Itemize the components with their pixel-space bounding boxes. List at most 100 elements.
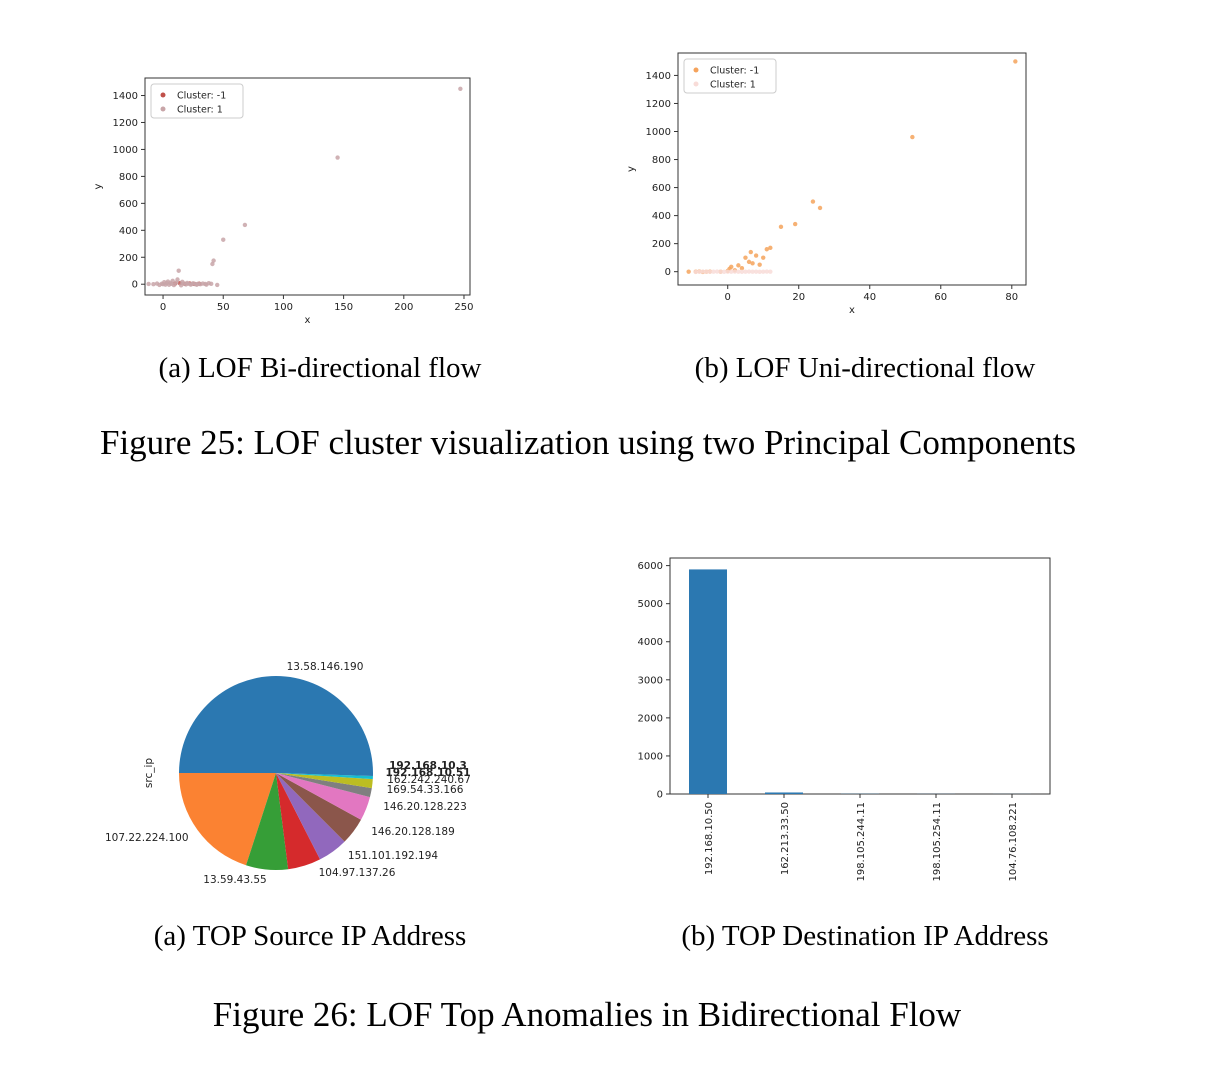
- fig25b-series1-point: [746, 269, 752, 274]
- figure-26-caption: Figure 26: LOF Top Anomalies in Bidirect…: [212, 995, 962, 1034]
- bar-y-tick-label: 1000: [638, 751, 663, 762]
- pie-slice-label-0: 13.58.146.190: [287, 661, 364, 673]
- fig25a-x-tick-label: 100: [274, 302, 293, 313]
- fig25b-series1-point: [736, 269, 741, 274]
- fig26b-caption: (b) TOP Destination IP Address: [681, 920, 1049, 952]
- pie-slice-10: [276, 773, 373, 777]
- fig25b-x-tick-label: 40: [863, 292, 876, 303]
- bar-category-label-1: 162.213.33.50: [780, 802, 791, 875]
- fig25b-y-tick-label: 1400: [646, 71, 671, 82]
- fig25b-series0-point: [739, 265, 745, 271]
- pie-slice-label-1: 107.22.224.100: [105, 832, 189, 844]
- fig25b-series0-point: [686, 269, 691, 274]
- pie-slice-7: [276, 773, 372, 798]
- fig26a-chart: 13.58.146.190 107.22.224.100 13.59.43.55 10…: [105, 661, 471, 886]
- fig25a-y-tick-label: 400: [119, 226, 138, 237]
- fig25a-y-tick-label: 800: [119, 172, 138, 183]
- fig25b-legend-marker-0: [693, 67, 699, 73]
- fig25b-series1-point: [761, 269, 766, 274]
- bar-1: [765, 792, 803, 794]
- bar-0: [689, 569, 727, 794]
- fig25a-series1-point: [170, 278, 175, 284]
- fig25b-y-tick-label: 400: [652, 211, 671, 222]
- fig25b-x-tick-label: 60: [934, 292, 947, 303]
- fig25b-series1-point: [732, 269, 738, 274]
- fig25b-series0-point: [817, 205, 823, 211]
- pie-slice-label-2: 13.59.43.55: [203, 874, 266, 886]
- fig25a-series1-point: [242, 222, 248, 228]
- pie-slice-label-4: 151.101.192.194: [348, 850, 438, 862]
- figure-25-caption: Figure 25: LOF cluster visualization usi…: [99, 423, 1077, 462]
- fig25b-x-tick-label: 0: [725, 292, 731, 303]
- fig25b-series0-point: [729, 264, 734, 269]
- fig25a-legend-marker-1: [160, 106, 166, 112]
- fig25b-series0-point: [748, 249, 753, 255]
- fig25b-x-axis-label: x: [849, 305, 855, 316]
- pie-slice-label-9: 192.168.10.51: [385, 767, 470, 779]
- fig25a-chart: 0 50 100 150 200 250 0 200 400 600 800 1000 1200 1400…: [93, 77, 474, 326]
- fig25a-y-tick-label: 1200: [113, 118, 138, 129]
- fig25a-legend-marker-0: [160, 92, 166, 98]
- fig25b-series1-point: [697, 269, 702, 274]
- fig25a-legend-label-0: Cluster: -1: [177, 91, 226, 102]
- fig25b-legend-label-1: Cluster: 1: [710, 80, 756, 91]
- fig25b-series0-point: [768, 245, 773, 251]
- fig25a-x-tick-label: 0: [160, 302, 166, 313]
- fig25b-series0-point: [757, 262, 762, 267]
- fig25b-series0-point: [764, 247, 769, 252]
- fig25a-x-tick-label: 50: [217, 302, 230, 313]
- bar-category-label-2: 198.105.244.11: [856, 802, 867, 882]
- fig26b-chart: 0 1000 2000 3000 4000 5000 6000 192.168.10.50 16…: [638, 557, 1051, 882]
- pie-slice-label-6: 146.20.128.223: [383, 801, 467, 813]
- pie-slice-1: [179, 773, 276, 866]
- fig25b-y-tick-label: 1200: [646, 99, 671, 110]
- fig25a-y-axis-label: y: [93, 183, 104, 189]
- fig25b-series0-point: [736, 263, 741, 268]
- bar-y-tick-label: 6000: [638, 561, 663, 572]
- pie-slice-3: [276, 773, 321, 870]
- fig25b-x-tick-label: 20: [792, 292, 805, 303]
- fig25b-series0-point: [743, 255, 748, 260]
- fig25a-y-tick-label: 200: [119, 253, 138, 264]
- fig25b-y-tick-label: 600: [652, 183, 671, 194]
- fig26a-caption: (a) TOP Source IP Address: [153, 920, 467, 952]
- fig25a-x-axis-label: x: [305, 315, 311, 326]
- fig25b-series1-point: [729, 269, 734, 274]
- fig25a-series1-point: [210, 261, 215, 267]
- fig25b-y-tick-label: 1000: [646, 127, 671, 138]
- bar-y-tick-label: 4000: [638, 637, 663, 648]
- fig25b-series0-point: [753, 253, 759, 258]
- fig25b-y-tick-label: 0: [665, 267, 671, 278]
- fig25b-y-tick-label: 200: [652, 239, 671, 250]
- fig25b-series1-point: [757, 269, 762, 275]
- fig25b-series0-point: [910, 134, 915, 140]
- fig25b-legend-marker-1: [693, 81, 699, 87]
- fig25b-series0-point: [778, 224, 784, 230]
- bar-category-label-3: 198.105.254.11: [932, 802, 943, 882]
- fig25a-x-tick-label: 150: [334, 302, 353, 313]
- pie-slice-9: [276, 773, 373, 780]
- fig25b-y-tick-label: 800: [652, 155, 671, 166]
- pie-slice-8: [276, 773, 373, 789]
- fig25b-series1-point: [711, 269, 716, 274]
- fig25b-plot-frame: [677, 52, 1027, 286]
- fig25b-series0-point: [761, 255, 766, 260]
- fig25b-legend-box: [683, 58, 777, 94]
- bar-y-tick-label: 2000: [638, 713, 663, 724]
- fig25a-caption: (a) LOF Bi-directional flow: [158, 352, 482, 384]
- fig25b-series1-point: [725, 269, 730, 274]
- fig25b-series1-point: [768, 269, 773, 274]
- fig25b-series1-point: [721, 269, 727, 275]
- fig25a-series1-point: [458, 86, 463, 91]
- fig25a-series1-point: [175, 277, 180, 282]
- pie-slice-4: [276, 773, 345, 860]
- fig25a-y-tick-label: 1000: [113, 145, 138, 156]
- fig25b-series0-point: [810, 199, 816, 204]
- fig25a-x-tick-label: 200: [394, 302, 413, 313]
- bar-y-tick-label: 5000: [638, 599, 663, 610]
- fig25a-y-tick-label: 600: [119, 199, 138, 210]
- fig25b-chart: 0 20 40 60 800200400600800100012001400xyClus…: [626, 52, 1027, 316]
- fig25a-y-tick-label: 0: [132, 280, 138, 291]
- fig25b-series1-point: [714, 269, 720, 274]
- fig25a-plot-frame: [144, 77, 471, 296]
